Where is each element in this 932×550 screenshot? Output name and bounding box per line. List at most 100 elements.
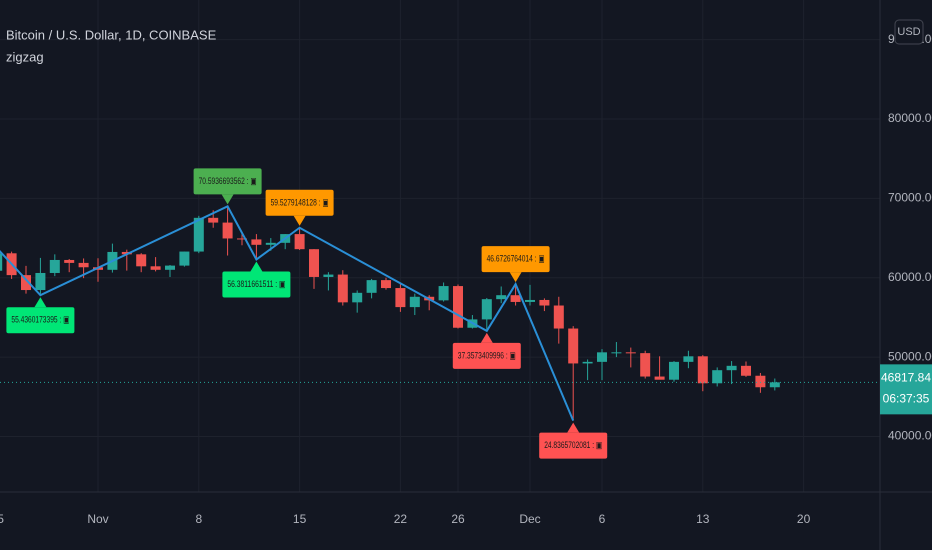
candle-body [179, 251, 190, 266]
candle-body [539, 299, 550, 306]
zigzag-label-pointer [221, 194, 234, 205]
currency-button[interactable] [894, 19, 924, 45]
candle-body [222, 222, 233, 239]
candle-body [381, 280, 391, 289]
y-tick-label: 80000.00 [888, 111, 932, 125]
candle-body [208, 217, 219, 223]
candle-body [136, 254, 147, 267]
plot: 55.4360173395 : ▣ 70.5936693562 : ▣ 56.381… [0, 168, 880, 459]
candle-body [496, 295, 507, 300]
zigzag-label-pointer [509, 272, 522, 283]
candle-body [35, 272, 46, 291]
x-tick-label: 13 [696, 512, 710, 526]
x-tick-label: 22 [394, 512, 408, 526]
chart-title: Bitcoin / U.S. Dollar, 1D, COINBASE [6, 27, 217, 42]
candle-body [0, 253, 3, 271]
candle-body [582, 361, 593, 364]
zigzag-label-box [452, 342, 521, 369]
candle-body [323, 274, 334, 277]
candle-body [654, 376, 665, 380]
x-tick-label: 8 [195, 512, 202, 526]
x-tick-label: 6 [599, 512, 606, 526]
candle-body [755, 375, 766, 388]
x-tick-label: 25 [0, 512, 4, 526]
zigzag-label-box [539, 432, 608, 459]
y-tick-label: 50000.00 [888, 349, 932, 363]
candle-body [337, 274, 348, 303]
zigzag-label-text: 37.3573409996 : ▣ [458, 350, 516, 361]
zigzag-label-text: 46.6726764014 : ▣ [487, 254, 545, 265]
candle-body [697, 356, 708, 384]
zigzag-label: 56.3811661511 : ▣ [222, 261, 291, 298]
zigzag-label-text: 55.4360173395 : ▣ [11, 315, 69, 326]
candle-body [165, 265, 175, 270]
candle-body [611, 352, 622, 354]
zigzag-label-box [6, 307, 75, 334]
zigzag-label-box [265, 189, 334, 216]
candle-body [49, 259, 60, 273]
indicator-name[interactable]: zigzag [6, 49, 44, 64]
zigzag-label-text: 70.5936693562 : ▣ [199, 176, 257, 187]
candle-body [683, 356, 694, 362]
candle-body [597, 352, 607, 362]
candle-body [309, 249, 319, 277]
candle-body [237, 238, 247, 240]
candle-body [625, 352, 636, 354]
candle-body [769, 382, 780, 388]
zigzag-label-pointer [34, 297, 47, 308]
candle-body [669, 361, 679, 380]
x-tick-label: Nov [87, 512, 108, 526]
zigzag-label-pointer [567, 422, 580, 433]
zigzag-label-text: 59.5279148128 : ▣ [271, 197, 329, 208]
x-tick-label: Dec [519, 512, 540, 526]
zigzag-label-box [222, 271, 291, 298]
zigzag-label: 37.3573409996 : ▣ [452, 332, 521, 369]
price-tag [880, 364, 932, 415]
candle-body [438, 286, 449, 301]
candle-body [352, 292, 363, 303]
zigzag-label-box [481, 246, 550, 273]
zigzag-label: 59.5279148128 : ▣ [265, 189, 334, 226]
grid [0, 0, 880, 492]
candle-body [741, 365, 751, 376]
candle-body [395, 288, 406, 308]
candle-body [78, 262, 89, 268]
currency-label[interactable]: USD [897, 26, 920, 38]
zigzag-label: 55.4360173395 : ▣ [6, 297, 75, 334]
candle-body [553, 305, 564, 329]
zigzag-label-text: 24.8365702081 : ▣ [544, 440, 602, 451]
x-tick-label: 20 [797, 512, 811, 526]
x-tick-label: 15 [293, 512, 307, 526]
candle-body [294, 234, 305, 250]
y-tick-label: 40000.00 [888, 429, 932, 443]
candle-body [366, 280, 377, 293]
zigzag-label-box [193, 168, 262, 195]
candle-body [640, 353, 651, 377]
candle-body [150, 266, 161, 270]
candle-body [409, 296, 420, 308]
price-tag-value: 46817.84 [881, 371, 931, 385]
zigzag-label-text: 56.3811661511 : ▣ [227, 279, 285, 290]
candle-body [251, 239, 262, 245]
axes: 40000.00 50000.00 60000.00 70000.00 80000.00… [0, 32, 932, 526]
x-tick-label: 26 [451, 512, 465, 526]
candle-body [193, 217, 204, 252]
zigzag-label: 70.5936693562 : ▣ [193, 168, 262, 205]
zigzag-label: 24.8365702081 : ▣ [539, 422, 608, 459]
candle-body [453, 286, 463, 328]
candle-body [64, 259, 75, 263]
candle-body [568, 328, 579, 364]
zigzag-label-pointer [293, 215, 306, 226]
candle-body [21, 275, 31, 291]
price-tag-countdown: 06:37:35 [883, 392, 930, 406]
candle-body [726, 365, 737, 371]
zigzag-line [0, 205, 575, 421]
zigzag-label-pointer [250, 261, 263, 272]
y-tick-label: 70000.00 [888, 191, 932, 205]
candle-body [712, 370, 723, 384]
candle-body [510, 295, 521, 302]
candle-body [481, 299, 492, 320]
zigzag-label-pointer [480, 332, 493, 343]
